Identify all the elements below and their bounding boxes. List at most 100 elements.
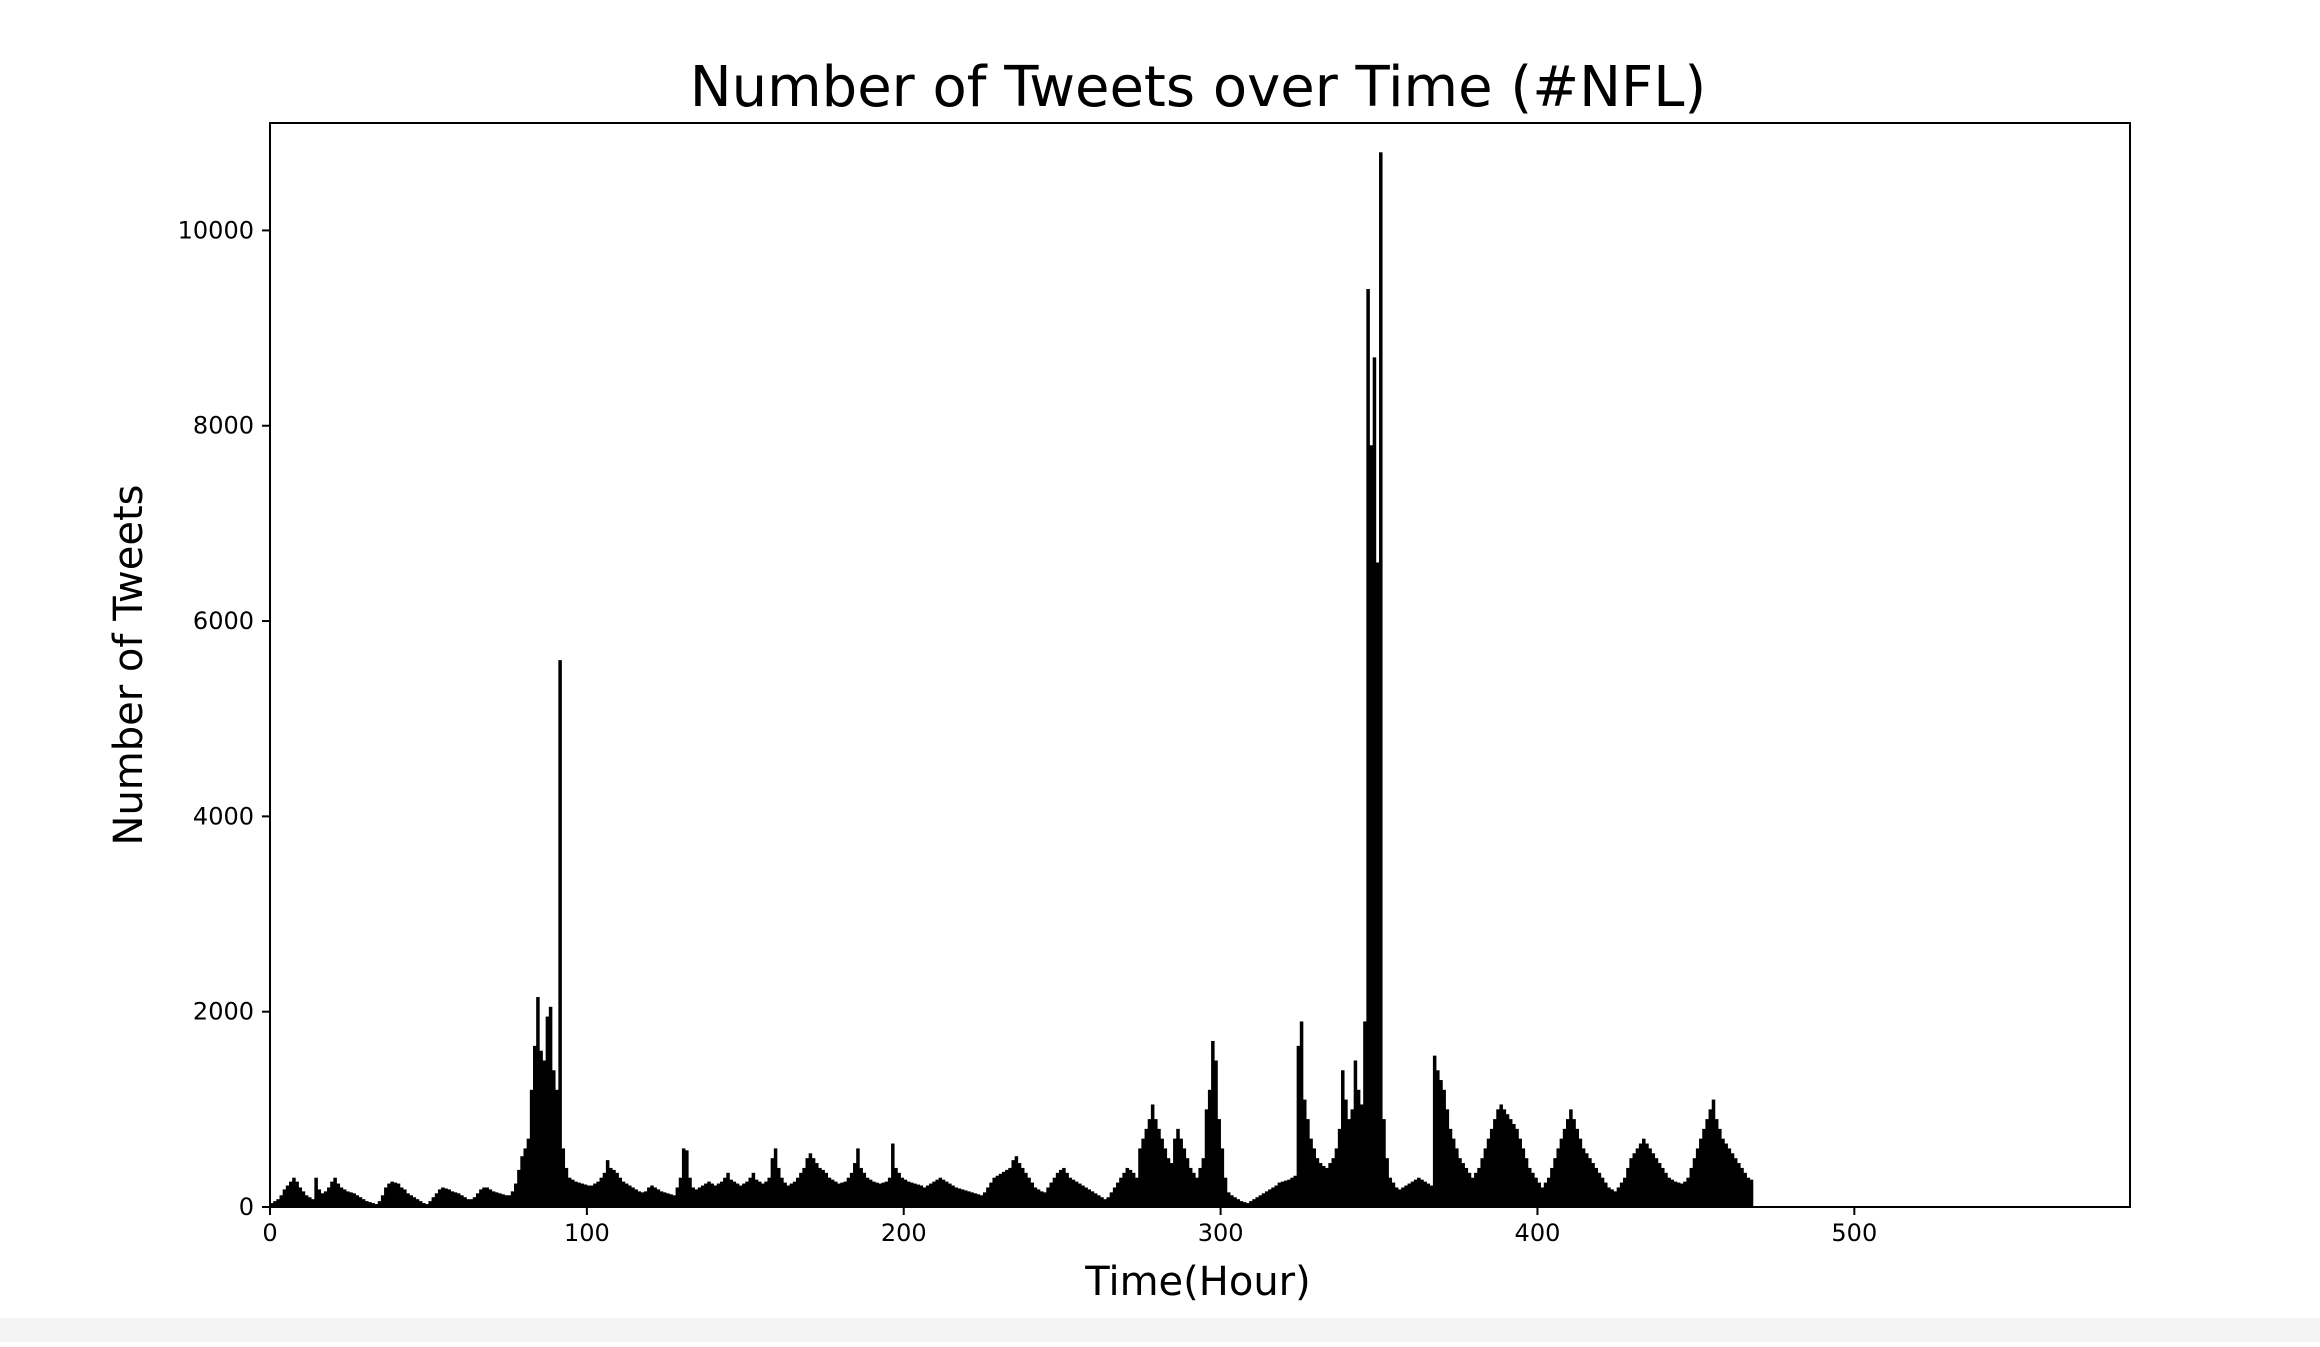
bar-hour-248: [1055, 1172, 1060, 1207]
bar-hour-263: [1103, 1199, 1107, 1207]
bar-hour-174: [821, 1169, 825, 1207]
y-tick-label-0: 0: [239, 1193, 254, 1221]
bar-hour-50: [428, 1201, 432, 1207]
bar-hour-166: [796, 1177, 800, 1207]
bar-hour-274: [1138, 1148, 1142, 1207]
bar-hour-313: [1261, 1193, 1266, 1207]
bar-hour-45: [412, 1197, 417, 1207]
bar-hour-458: [1721, 1138, 1725, 1207]
bar-hour-427: [1623, 1177, 1627, 1207]
bar-hour-459: [1724, 1143, 1728, 1207]
bar-hour-431: [1635, 1148, 1640, 1207]
bar-hour-359: [1407, 1183, 1412, 1207]
bar-hour-252: [1068, 1177, 1073, 1207]
bar-hour-141: [716, 1183, 721, 1207]
bar-hour-42: [403, 1189, 407, 1207]
bar-hour-421: [1604, 1182, 1608, 1207]
bar-hour-294: [1201, 1158, 1206, 1207]
bar-hour-188: [865, 1177, 870, 1207]
bar-hour-388: [1499, 1104, 1503, 1207]
x-tick-label-300: 300: [1198, 1219, 1244, 1247]
bar-hour-17: [323, 1191, 328, 1207]
bar-hour-465: [1743, 1172, 1747, 1207]
bar-hour-381: [1477, 1167, 1481, 1207]
bar-hour-139: [710, 1183, 714, 1207]
bar-hour-31: [368, 1202, 372, 1207]
bar-hour-390: [1505, 1114, 1510, 1207]
bar-hour-185: [856, 1148, 860, 1207]
bar-hour-432: [1638, 1143, 1643, 1207]
bar-hour-7: [292, 1177, 296, 1207]
bar-hour-239: [1027, 1177, 1031, 1207]
bar-hour-270: [1125, 1167, 1130, 1207]
bar-hour-462: [1733, 1158, 1738, 1207]
bar-hour-10: [301, 1191, 306, 1207]
bar-hour-59: [456, 1193, 461, 1207]
bar-hour-143: [723, 1177, 727, 1207]
bar-hour-386: [1493, 1119, 1497, 1207]
bar-hour-460: [1727, 1148, 1732, 1207]
bar-hour-267: [1116, 1182, 1120, 1207]
bar-hour-172: [815, 1163, 819, 1207]
bar-hour-64: [472, 1197, 477, 1207]
bar-hour-255: [1078, 1183, 1082, 1207]
bar-hour-180: [840, 1182, 844, 1207]
bar-hour-73: [501, 1194, 505, 1207]
bar-hour-336: [1334, 1148, 1339, 1207]
bar-hour-304: [1233, 1197, 1237, 1207]
y-axis-ticks: 0 2000 4000 6000 8000 10000: [178, 216, 270, 1221]
bar-hour-224: [979, 1195, 984, 1207]
bar-hour-228: [992, 1177, 996, 1207]
bar-hour-403: [1546, 1177, 1551, 1207]
bar-hour-95: [571, 1179, 575, 1207]
bar-hour-169: [805, 1158, 810, 1207]
bar-hour-451: [1699, 1138, 1703, 1207]
bar-hour-268: [1119, 1177, 1123, 1207]
bar-hour-457: [1718, 1128, 1722, 1207]
bar-hour-443: [1673, 1181, 1678, 1207]
bar-hour-54: [441, 1187, 445, 1207]
bar-hour-218: [960, 1189, 965, 1207]
bar-hour-307: [1242, 1202, 1247, 1207]
plot-frame: [269, 122, 2131, 1208]
bar-hour-344: [1360, 1104, 1364, 1207]
bar-hour-449: [1692, 1158, 1697, 1207]
bar-hour-308: [1245, 1203, 1250, 1207]
bar-hour-271: [1128, 1169, 1133, 1207]
bar-hour-245: [1046, 1187, 1050, 1207]
bar-hour-35: [380, 1195, 385, 1207]
bar-hour-280: [1157, 1128, 1161, 1207]
bar-hour-257: [1084, 1187, 1088, 1207]
bar-hour-217: [957, 1188, 962, 1207]
bar-hour-321: [1287, 1179, 1291, 1207]
bar-hour-202: [910, 1182, 914, 1207]
bar-hour-222: [973, 1193, 977, 1207]
bar-hour-116: [637, 1191, 642, 1207]
bar-hour-356: [1398, 1189, 1402, 1207]
bar-hour-253: [1071, 1179, 1076, 1207]
bar-hour-265: [1109, 1192, 1114, 1207]
bar-hour-181: [843, 1181, 848, 1207]
bar-hour-393: [1515, 1128, 1519, 1207]
bar-hour-194: [884, 1181, 889, 1207]
bar-hour-98: [580, 1183, 585, 1207]
bar-hour-201: [906, 1181, 911, 1207]
bar-hour-23: [342, 1189, 347, 1207]
bar-hour-341: [1350, 1109, 1355, 1207]
bar-hour-125: [666, 1193, 670, 1207]
bar-hour-37: [387, 1183, 391, 1207]
bar-hour-454: [1708, 1109, 1713, 1207]
bar-hour-414: [1581, 1148, 1586, 1207]
bar-hour-365: [1426, 1183, 1431, 1207]
bar-hour-57: [450, 1191, 455, 1207]
bar-hour-26: [352, 1193, 356, 1207]
bar-hour-49: [425, 1204, 429, 1207]
bar-hour-368: [1436, 1070, 1440, 1207]
bar-hour-53: [437, 1189, 442, 1207]
bar-hour-102: [593, 1183, 597, 1207]
bar-hour-396: [1524, 1158, 1529, 1207]
bar-hour-21: [336, 1183, 341, 1207]
bar-hour-165: [792, 1181, 797, 1207]
bar-hour-367: [1432, 1055, 1437, 1207]
bar-hour-91: [558, 660, 562, 1207]
